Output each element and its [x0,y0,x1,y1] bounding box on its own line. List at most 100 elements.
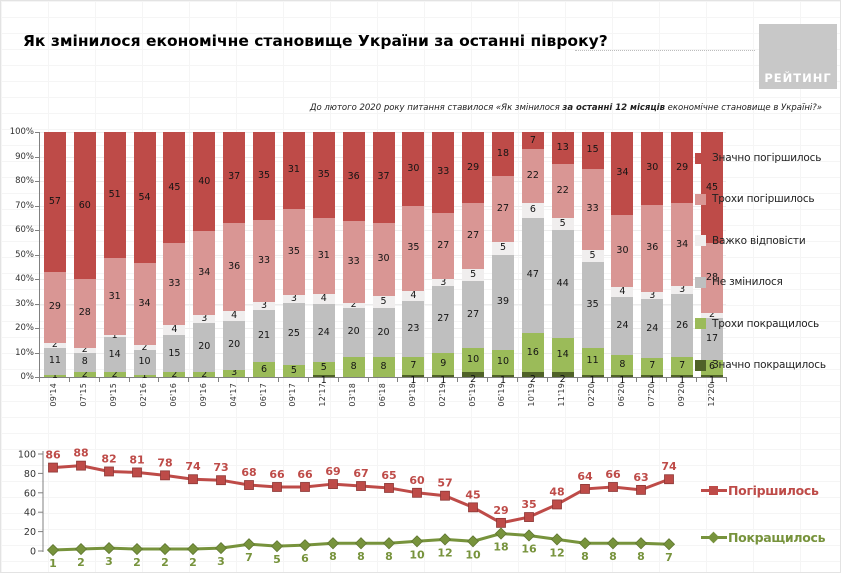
data-label: 2 [161,556,169,569]
bar-segment: 36 [342,132,365,222]
bar-segment: 5 [312,362,335,375]
bar-segment: 2 [163,369,186,379]
bar-segment: 2 [462,372,485,384]
bar-value-label: 6 [709,361,716,373]
bar-value-label: 1 [649,374,656,386]
bar-segment: 35 [312,132,335,218]
bar-value-label: 6 [260,363,268,375]
bar-segment: 3 [193,313,216,323]
diamond-marker-icon [354,537,368,550]
bar-segment: 21 [253,309,276,362]
bar-segment: 31 [282,132,305,209]
bar-segment: 1 [671,374,694,385]
diamond-marker-icon [158,542,172,556]
x-axis-tick [188,378,190,382]
bar-segment: 2 [43,339,66,351]
x-axis-label-text: 02'20 [587,383,597,407]
diamond-marker-icon [578,537,592,550]
y-axis-label: 50% [15,249,34,260]
bar-segment: 17 [701,317,724,360]
legend-swatch-icon [695,235,706,247]
bar-segment: 10 [133,350,156,375]
x-axis-label: 12'20 [696,383,726,417]
x-axis-tick [576,378,578,382]
bar-segment: 27 [462,281,485,348]
data-label: 8 [637,550,645,563]
square-marker-icon [580,484,590,494]
bar-value-label: 5 [559,217,566,229]
data-label: 64 [577,470,593,483]
square-marker-icon [244,480,254,490]
x-axis-tick [367,378,369,382]
legend-label: Не змінилося [712,276,783,289]
x-axis-tick [128,378,130,382]
legend-item: Трохи погіршилось [695,193,840,205]
x-axis-label-text: 09'20 [676,383,686,407]
bar-segment: 26 [671,293,694,358]
bar-segment: 15 [581,132,604,169]
bar-segment: 37 [372,132,395,223]
bar-value-label: 30 [616,244,629,256]
bar-value-label: 1 [440,374,447,386]
square-marker-icon [496,517,506,528]
y-axis-label: 100 [18,450,36,461]
bar-segment: 45 [163,132,186,244]
bar-value-label: 34 [676,238,689,250]
bar-segment: 29 [462,132,485,204]
x-axis-label: 12'17 [308,383,338,417]
bar-value-label: 7 [679,359,686,371]
bar-segment: 27 [432,212,455,280]
y-axis-tick [35,230,39,231]
y-axis-tick [35,156,39,158]
x-axis-label: 05'19 [457,383,487,417]
bar-value-label: 22 [556,184,569,196]
data-label: 68 [241,466,256,479]
bar-segment: 8 [73,352,96,373]
x-axis-tick [158,378,160,382]
bar-value-label: 5 [290,364,297,376]
square-marker-icon [412,487,422,498]
legend-label: Важко відповісти [712,234,806,247]
bar-column: 6 21 3 33 35 [253,132,276,377]
diamond-marker-icon [634,537,648,550]
legend-label: Погіршилось [728,483,819,498]
data-label: 6 [301,552,309,565]
bar-segment: 7 [402,357,425,375]
diamond-marker-icon [102,542,116,555]
bar-value-label: 5 [499,242,506,254]
bar-value-label: 2 [51,339,58,351]
bar-segment: 30 [641,132,664,205]
bar-segment: 35 [282,208,305,296]
x-axis-tick [696,378,698,382]
bar-column: 1 10 2 34 54 [133,132,156,380]
subtitle-suffix: економічне становище в Україні?» [664,103,822,113]
x-axis-label: 02'20 [577,383,607,417]
bar-value-label: 1 [619,374,626,386]
bar-column: 2 20 3 34 40 [193,132,216,380]
bar-value-label: 28 [78,307,91,319]
bar-value-label: 28 [706,272,719,284]
bar-segment: 4 [312,293,335,304]
bar-value-label: 14 [556,348,569,360]
bar-value-label: 20 [377,326,390,338]
x-axis-tick [636,378,638,382]
x-axis-tick [277,378,279,382]
bar-value-label: 30 [377,253,390,265]
bar-value-label: 39 [496,296,510,308]
bar-column: 2 14 1 31 51 [103,132,126,379]
bar-column: 1 5 24 4 31 35 [312,132,335,385]
y-axis-label: 10% [15,347,34,358]
x-axis-label: 09'18 [397,383,427,417]
bar-value-label: 29 [676,161,689,173]
bar-column: 1 7 26 3 34 29 [671,132,694,385]
bar-value-label: 2 [201,368,208,380]
x-axis-label-text: 07'20 [646,383,656,407]
bar-value-label: 60 [78,199,91,211]
bar-segment: 23 [402,301,425,358]
bar-value-label: 10 [496,356,510,368]
x-axis-tick [516,378,518,382]
bar-segment: 31 [103,258,126,335]
x-axis-tick [487,378,489,382]
bar-segment: 30 [402,132,425,206]
